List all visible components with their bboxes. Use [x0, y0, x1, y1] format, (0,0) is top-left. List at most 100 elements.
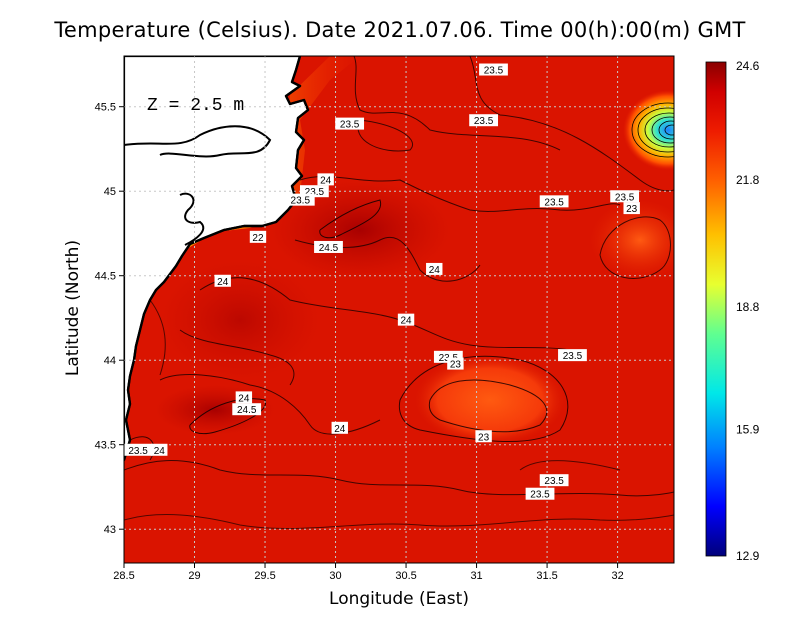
y-tick-label: 43	[104, 524, 116, 536]
contour-label-text: 23.5	[128, 446, 148, 457]
contour-label-text: 23.5	[474, 116, 494, 127]
land-lake-outline	[124, 125, 272, 158]
contour-label-text: 24	[429, 265, 441, 276]
contour-label-text: 23.5	[563, 351, 583, 362]
contour-label-text: 24.5	[237, 405, 257, 416]
contour-label-box	[525, 487, 555, 500]
x-tick-label: 29	[188, 570, 200, 582]
delta-outline	[179, 192, 205, 246]
contour-label: 23	[475, 430, 492, 443]
contour-label-text: 23.5	[530, 490, 550, 501]
contour-label-box	[335, 117, 365, 130]
contour-label-text: 23.5	[484, 66, 504, 77]
contour-label: 24	[214, 274, 231, 288]
x-tick-label: 31	[470, 570, 482, 582]
contour-label-text: 23.5	[544, 476, 564, 487]
contour-label-text: 24	[320, 175, 332, 186]
contour-label-box	[317, 173, 334, 186]
contour-label: 23	[623, 202, 640, 215]
contour-label-text: 23.5	[340, 120, 360, 131]
contour-label: 24	[397, 313, 415, 327]
contour-label-text: 23.5	[291, 196, 311, 207]
contour-label-box	[479, 63, 508, 76]
colorbar-tick-label: 24.6	[736, 59, 760, 73]
y-tick-label: 45	[104, 186, 116, 198]
contour-label: 24.5	[232, 403, 262, 416]
contour-label-box	[232, 403, 262, 416]
contour-label-box	[558, 349, 587, 362]
contour-label: 23.5	[124, 443, 153, 457]
contour-label-box	[610, 190, 640, 203]
contour-label-text: 23.5	[305, 187, 325, 198]
eddy-contours	[631, 102, 674, 158]
contour-label-box	[249, 230, 267, 243]
contour-label-text: 23	[626, 204, 638, 215]
contour-label: 23.5	[479, 63, 508, 77]
contour-label: 23.5	[558, 349, 587, 362]
contour-label-box	[469, 114, 499, 127]
contour-label: 24	[151, 443, 168, 457]
contour-label-box	[426, 262, 443, 275]
x-axis: 28.5 29 29.5 30 30.5 31 31.5 32	[113, 563, 624, 582]
chart-title: Temperature (Celsius). Date 2021.07.06. …	[54, 18, 746, 42]
plot-frame	[123, 55, 675, 564]
contour-label: 24	[331, 421, 348, 435]
cool-patch-east	[590, 200, 674, 280]
y-tick-label: 45.5	[95, 102, 116, 114]
x-tick-label: 29.5	[254, 570, 275, 582]
contour-lines	[124, 56, 674, 529]
cool-patch-center	[415, 355, 565, 445]
colorbar	[705, 61, 727, 557]
contour-label-text: 24	[154, 446, 166, 457]
contour-label-text: 23	[450, 360, 462, 371]
depth-label: Z = 2.5 m	[147, 96, 244, 116]
contour-label: 23.5	[610, 190, 640, 203]
x-tick-label: 31.5	[536, 570, 557, 582]
coastline	[124, 56, 310, 461]
y-tick-label: 44.5	[95, 271, 116, 283]
contour-label-box	[235, 391, 253, 404]
warm-core-north	[270, 180, 450, 280]
contour-label-text: 24.5	[319, 243, 339, 254]
contour-label-box	[285, 193, 315, 206]
contour-label-text: 23	[478, 432, 490, 443]
contour-label: 23.5	[525, 487, 555, 501]
y-axis: 43 43.5 44 44.5 45 45.5	[95, 102, 124, 536]
contour-label-text: 24	[400, 316, 412, 327]
colorbar-ticks: 24.6 21.8 18.8 15.9 12.9	[736, 59, 760, 563]
contour-label: 23	[447, 357, 464, 371]
contour-label-box	[539, 474, 569, 487]
contour-label: 23.5	[285, 193, 315, 207]
cool-eddy	[623, 90, 674, 170]
x-tick-label: 32	[611, 570, 623, 582]
colorbar-tick-label: 12.9	[736, 549, 760, 563]
colorbar-tick-label: 18.8	[736, 300, 760, 314]
y-tick-label: 43.5	[95, 440, 116, 452]
x-tick-label: 30	[329, 570, 341, 582]
x-tick-label: 28.5	[113, 570, 134, 582]
contour-label: 23.5	[539, 474, 569, 487]
contour-label-box	[475, 430, 492, 443]
contour-label-box	[214, 274, 231, 287]
contour-label: 23.5	[469, 114, 499, 127]
contour-label-box	[397, 313, 415, 326]
contour-label-box	[314, 240, 343, 253]
contour-label-box	[623, 202, 640, 215]
colorbar-tick-label: 21.8	[736, 173, 760, 187]
y-tick-label: 44	[104, 355, 116, 367]
x-axis-label: Longitude (East)	[329, 589, 469, 609]
contour-label-box	[151, 443, 168, 456]
contour-label: 23.5	[335, 117, 365, 131]
contour-label-box	[124, 443, 153, 456]
contour-label-box	[539, 195, 569, 208]
contour-label-text: 23.5	[544, 197, 564, 208]
contour-label: 22	[249, 230, 267, 244]
contour-label: 24.5	[314, 240, 343, 254]
contour-label-text: 24	[238, 393, 250, 404]
contour-label: 24	[235, 391, 253, 404]
contour-label: 24	[317, 173, 334, 186]
contour-label: 24	[426, 262, 443, 276]
